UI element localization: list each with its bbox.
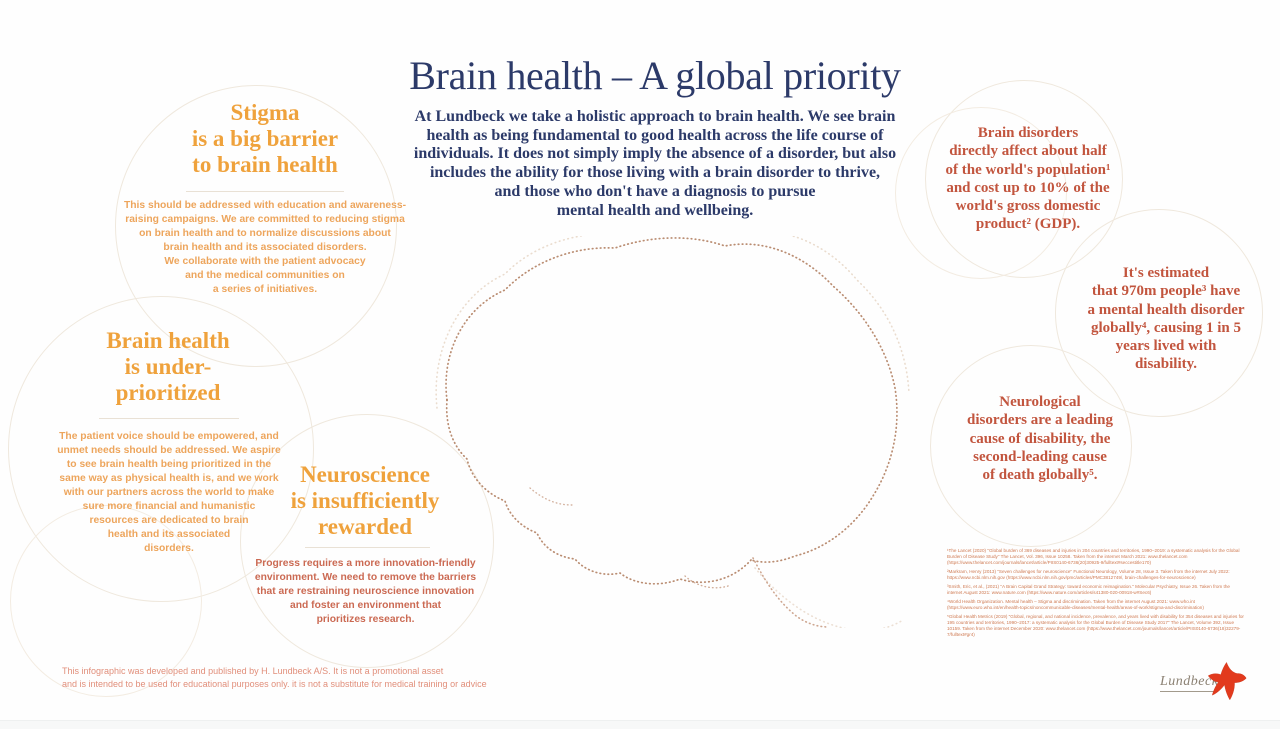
footer-disclaimer: This infographic was developed and publi…: [62, 665, 622, 691]
fact-brain-disorders: Brain disorders directly affect about ha…: [945, 125, 1111, 233]
lundbeck-logo: Lundbeck: [1160, 660, 1250, 704]
stigma-heading: Stigma is a big barrier to brain health: [191, 100, 339, 177]
neuroscience-divider: [305, 547, 430, 548]
brain-illustration: [435, 236, 910, 628]
neuroscience-body: Progress requires a more innovation-frie…: [254, 558, 477, 625]
page-title: Brain health – A global priority: [409, 53, 901, 98]
intro-text: At Lundbeck we take a holistic approach …: [413, 108, 897, 219]
fact-neurological: Neurological disorders are a leading cau…: [967, 394, 1113, 484]
stigma-divider: [186, 191, 344, 192]
fact-mental-health: It's estimated that 970m people³ have a …: [1087, 265, 1245, 373]
references-list: ¹The Lancet (2020) "Global burden of 369…: [947, 548, 1245, 641]
under-prioritized-body: The patient voice should be empowered, a…: [57, 431, 281, 554]
neuroscience-heading: Neuroscience is insufficiently rewarded: [290, 462, 440, 539]
reference-item: ¹The Lancet (2020) "Global burden of 369…: [947, 548, 1240, 565]
starfish-icon: [1207, 660, 1247, 702]
bottom-strip: [0, 720, 1280, 729]
stigma-body: This should be addressed with education …: [123, 200, 407, 295]
reference-item: ⁴World Health Organization. Mental healt…: [947, 598, 1204, 610]
under-prioritized-divider: [99, 418, 239, 419]
footer-line: This infographic was developed and publi…: [62, 666, 444, 676]
footer-line: and is intended to be used for education…: [62, 679, 487, 690]
under-prioritized-heading: Brain health is under- prioritized: [106, 328, 230, 405]
reference-item: ³Smith, Eric, et al., (2021) "A Brain Ca…: [947, 583, 1230, 595]
lundbeck-wordmark: Lundbeck: [1160, 674, 1219, 692]
reference-item: ⁵Global Health Metrics (2019) "Global, r…: [947, 613, 1244, 637]
reference-item: ²Markram, Henry (2013) "Seven challenges…: [947, 568, 1230, 580]
